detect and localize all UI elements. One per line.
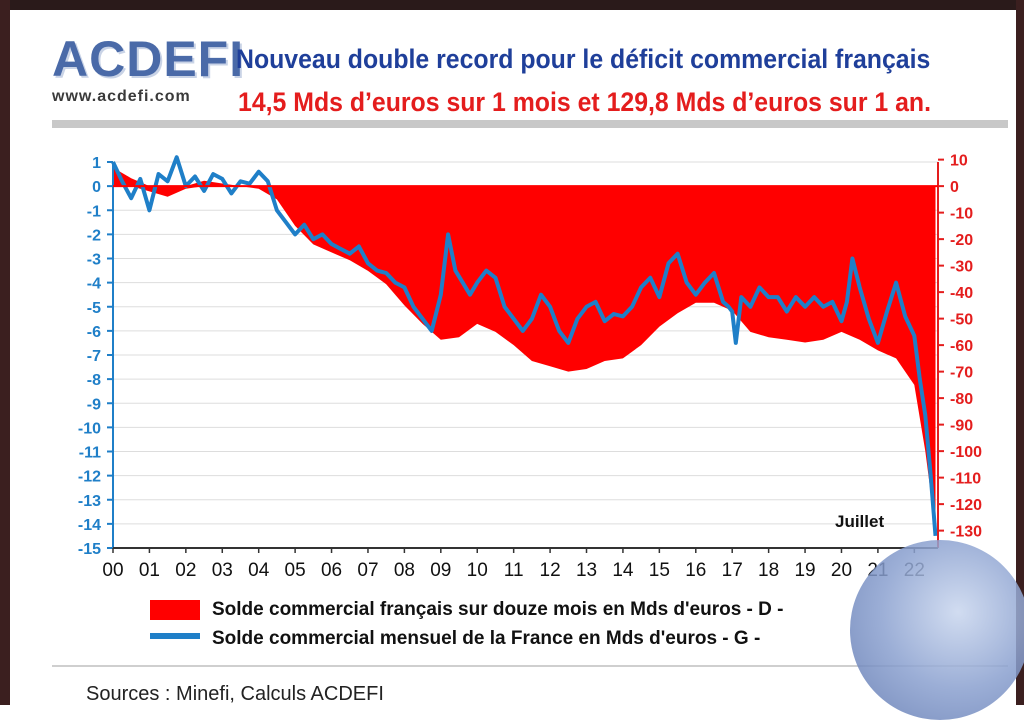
x-tick-label: 09 — [430, 560, 451, 581]
left-tick-label: -2 — [87, 227, 101, 244]
left-tick-label: -15 — [78, 541, 101, 558]
chart-subtitle: 14,5 Mds d’euros sur 1 mois et 129,8 Mds… — [238, 87, 932, 117]
x-tick-label: 07 — [357, 560, 378, 581]
x-tick-label: 14 — [612, 560, 634, 581]
logo-url: www.acdefi.com — [52, 88, 191, 105]
right-tick-label: 10 — [950, 153, 968, 170]
july-annotation: Juillet — [835, 512, 884, 531]
legend-swatch-area — [150, 600, 200, 620]
deficit-chart: 10-1-2-3-4-5-6-7-8-9-10-11-12-13-14-15 1… — [78, 153, 982, 581]
legend-swatch-line — [150, 633, 200, 639]
x-tick-label: 08 — [394, 560, 415, 581]
x-tick-label: 02 — [175, 560, 196, 581]
window-left-border — [0, 0, 10, 705]
left-tick-label: -10 — [78, 420, 101, 437]
right-tick-label: -50 — [950, 312, 973, 329]
x-tick-label: 13 — [576, 560, 597, 581]
chart-title: Nouveau double record pour le déficit co… — [236, 44, 931, 74]
x-tick-label: 18 — [758, 560, 779, 581]
right-tick-label: -10 — [950, 206, 973, 223]
x-tick-label: 19 — [794, 560, 815, 581]
x-tick-label: 00 — [102, 560, 123, 581]
x-tick-label: 20 — [831, 560, 852, 581]
left-tick-label: 0 — [92, 179, 101, 196]
right-tick-label: -110 — [950, 471, 981, 488]
right-tick-label: -30 — [950, 259, 973, 276]
x-tick-label: 05 — [285, 560, 306, 581]
x-tick-label: 12 — [540, 560, 561, 581]
x-tick-label: 15 — [649, 560, 670, 581]
left-tick-label: -14 — [78, 517, 101, 534]
globe-decoration — [850, 540, 1024, 720]
legend-label-line: Solde commercial mensuel de la France en… — [212, 628, 761, 649]
x-tick-label: 10 — [467, 560, 488, 581]
window-right-border — [1016, 0, 1024, 705]
left-tick-label: -6 — [87, 324, 101, 341]
right-tick-label: -60 — [950, 338, 973, 355]
left-tick-label: -13 — [78, 493, 101, 510]
left-tick-label: -12 — [78, 469, 101, 486]
footer-divider — [52, 665, 1008, 667]
left-tick-label: -8 — [87, 372, 101, 389]
x-tick-label: 16 — [685, 560, 706, 581]
right-tick-label: -90 — [950, 418, 973, 435]
left-tick-label: -1 — [87, 203, 101, 220]
x-tick-label: 04 — [248, 560, 270, 581]
acdefi-logo: ACDEFI www.acdefi.com — [52, 30, 243, 110]
left-tick-label: -4 — [87, 276, 101, 293]
right-tick-label: -40 — [950, 285, 973, 302]
x-axis: 00 01 02 03 04 05 06 07 08 09 10 11 12 13 14 15 16 17 18 19… — [102, 547, 938, 581]
left-tick-label: -3 — [87, 252, 101, 269]
area-positive-part — [113, 167, 936, 187]
right-tick-label: -120 — [950, 497, 982, 514]
twelve-month-balance-area — [113, 186, 936, 531]
left-tick-label: -7 — [87, 348, 101, 365]
left-tick-label: -11 — [79, 445, 101, 462]
monthly-balance-line — [111, 155, 938, 537]
x-tick-label: 06 — [321, 560, 342, 581]
right-tick-label: -20 — [950, 232, 973, 249]
x-tick-label: 11 — [504, 560, 524, 581]
left-tick-label: -9 — [87, 396, 101, 413]
right-tick-label: -80 — [950, 391, 973, 408]
right-tick-label: -100 — [950, 444, 982, 461]
left-tick-label: -5 — [87, 300, 101, 317]
x-tick-label: 03 — [212, 560, 233, 581]
left-axis: 1 0 -1 -2 -3 -4 -5 -6 -7 -8 -9 -10 -11 -12 -13 -14 -15 — [78, 155, 114, 558]
x-tick-label: 17 — [722, 560, 743, 581]
legend-label-area: Solde commercial français sur douze mois… — [212, 599, 784, 620]
window-top-bar — [0, 0, 1024, 10]
sources-note: Sources : Minefi, Calculs ACDEFI — [86, 683, 384, 705]
header-divider — [52, 120, 1008, 128]
left-tick-label: 1 — [92, 155, 101, 172]
right-axis: 10 0 -10 -20 -30 -40 -50 -60 -70 -80 -90 -100 -110 -1… — [937, 153, 982, 548]
logo-wordmark: ACDEFI — [52, 31, 245, 87]
right-tick-label: -130 — [950, 524, 982, 541]
x-tick-label: 01 — [139, 560, 160, 581]
right-tick-label: -70 — [950, 365, 973, 382]
right-tick-label: 0 — [950, 179, 959, 196]
